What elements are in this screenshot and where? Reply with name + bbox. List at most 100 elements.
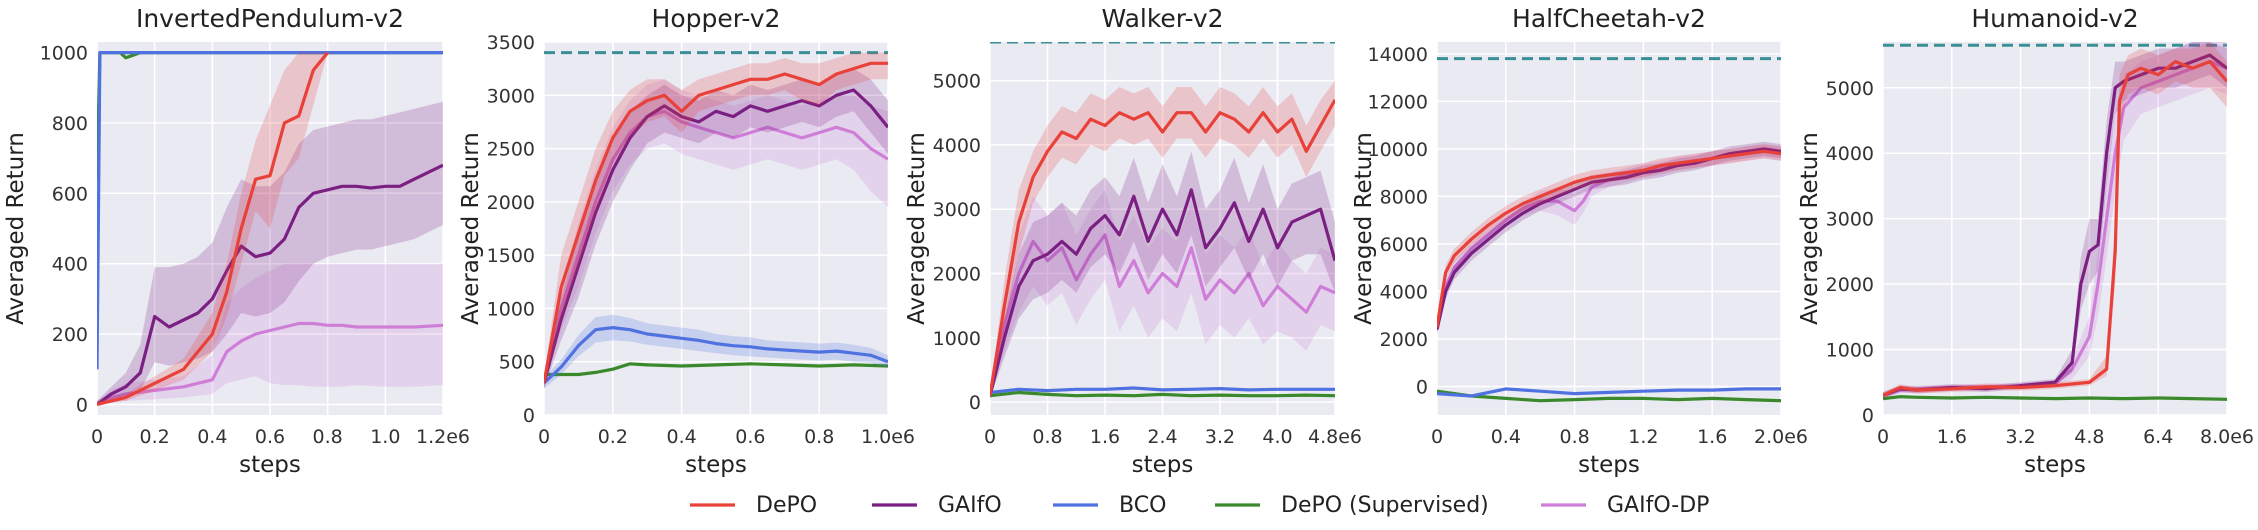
y-tick-label: 2000 [1380,329,1428,351]
band-gaifo-dp [1883,42,2227,399]
y-tick-label: 200 [52,324,88,346]
legend-item-depo-supervised: DePO (Supervised) [1215,493,1489,518]
x-tick-label: 0.6 [255,426,285,448]
x-tick-label: 0.4 [1491,426,1521,448]
x-tick-label: 0 [91,426,103,448]
line-gaifo-dp [544,109,888,384]
x-tick-label: 0 [984,426,996,448]
panel-title: HalfCheetah-v2 [1512,4,1706,33]
line-bco [97,51,443,370]
x-tick-label: 1.6 [1090,426,1120,448]
line-bco [990,386,1335,395]
y-tick-label: 5000 [933,71,981,93]
band-gaifo-dp [1437,144,1781,332]
legend-item-bco: BCO [1053,493,1166,518]
x-tick-label: 6.4 [2143,426,2173,448]
line-depo-supervised [990,390,1335,398]
y-tick-label: 1000 [1826,340,1874,362]
line-gaifo [97,163,443,406]
y-tick-label: 2000 [1826,274,1874,296]
y-tick-label: 3000 [1826,209,1874,231]
y-axis-label: Averaged Return [458,132,484,325]
panel-title: InvertedPendulum-v2 [136,4,404,33]
y-tick-label: 1000 [487,298,535,320]
legend-label: GAIfO [938,493,1002,518]
y-axis-label: Averaged Return [3,132,29,325]
legend: DePO GAIfO BCO DePO (Supervised) GAIfO-DP [690,493,1709,518]
y-tick-label: 0 [1862,405,1874,427]
x-tick-label: 0 [1431,426,1443,448]
panel-humanoid-v2: 0 1.6 3.2 4.8 6.4 8.0e6 0 1000 2000 3000 4000 5000 H… [1797,4,2254,478]
x-tick-label: 2.4 [1147,426,1177,448]
line-depo [1883,60,2227,397]
x-axis-label: steps [239,452,301,478]
line-depo-supervised [544,362,888,377]
line-bco [1437,387,1781,398]
y-tick-label: 0 [1416,376,1428,398]
x-tick-label: 2.0e6 [1754,426,1808,448]
y-tick-label: 500 [499,352,535,374]
legend-label: GAIfO-DP [1607,493,1709,518]
x-axis-label: steps [1578,452,1640,478]
plot-area [1883,42,2227,415]
line-depo-supervised [1437,389,1781,403]
legend-item-depo: DePO [690,493,817,518]
band-gaifo-dp [544,79,888,389]
line-gaifo [544,88,888,384]
x-tick-label: 0.4 [197,426,227,448]
x-tick-label: 1.0e6 [861,426,915,448]
x-tick-label: 0.8 [313,426,343,448]
band-bco [544,314,888,389]
band-gaifo [1883,42,2227,399]
y-tick-label: 3500 [487,32,535,54]
panel-title: Humanoid-v2 [1971,4,2138,33]
y-tick-label: 1000 [40,43,88,65]
y-tick-label: 14000 [1368,44,1428,66]
x-tick-label: 4.8e6 [1308,426,1362,448]
legend-label: BCO [1119,493,1166,518]
y-axis-label: Averaged Return [1797,132,1823,325]
band-depo [990,80,1335,399]
y-tick-label: 5000 [1826,78,1874,100]
panels: 0 0.2 0.4 0.6 0.8 1.0 1.2e6 0 200 400 600 800 1000 In… [3,4,2254,478]
y-tick-label: 10000 [1368,139,1428,161]
y-tick-label: 2000 [487,192,535,214]
legend-item-gaifo: GAIfO [872,493,1002,518]
panel-walker-v2: 0 0.8 1.6 2.4 3.2 4.0 4.8e6 0 1000 2000 3000 4000 50… [904,4,1362,478]
legend-label: DePO [756,493,817,518]
x-axis-label: steps [1132,452,1194,478]
y-tick-label: 12000 [1368,91,1428,113]
x-tick-label: 1.6 [1697,426,1727,448]
line-gaifo-dp [97,321,443,406]
panel-title: Walker-v2 [1101,4,1223,33]
x-tick-label: 4.8 [2074,426,2104,448]
y-tick-label: 4000 [1380,281,1428,303]
x-tick-label: 3.2 [1205,426,1235,448]
legend-item-gaifo-dp: GAIfO-DP [1541,493,1709,518]
x-tick-label: 0.8 [1032,426,1062,448]
line-depo [1437,149,1781,328]
y-tick-label: 0 [969,392,981,414]
line-depo [990,99,1335,396]
x-tick-label: 3.2 [2005,426,2035,448]
y-tick-label: 6000 [1380,234,1428,256]
line-gaifo-dp [990,233,1335,397]
band-depo [97,52,328,405]
y-tick-label: 4000 [1826,143,1874,165]
y-tick-label: 3000 [933,199,981,221]
panel-title: Hopper-v2 [652,4,781,33]
line-bco [544,326,888,385]
y-tick-label: 0 [523,405,535,427]
x-axis-label: steps [685,452,747,478]
band-gaifo [990,151,1335,399]
band-depo [1883,42,2227,399]
y-axis-label: Averaged Return [904,132,930,325]
x-tick-label: 1.2e6 [416,426,470,448]
y-axis-label: Averaged Return [1351,132,1377,325]
band-gaifo-dp [97,263,443,405]
x-tick-label: 1.0 [370,426,400,448]
x-axis-label: steps [2024,452,2086,478]
x-tick-label: 8.0e6 [2200,426,2254,448]
y-tick-label: 1000 [933,328,981,350]
